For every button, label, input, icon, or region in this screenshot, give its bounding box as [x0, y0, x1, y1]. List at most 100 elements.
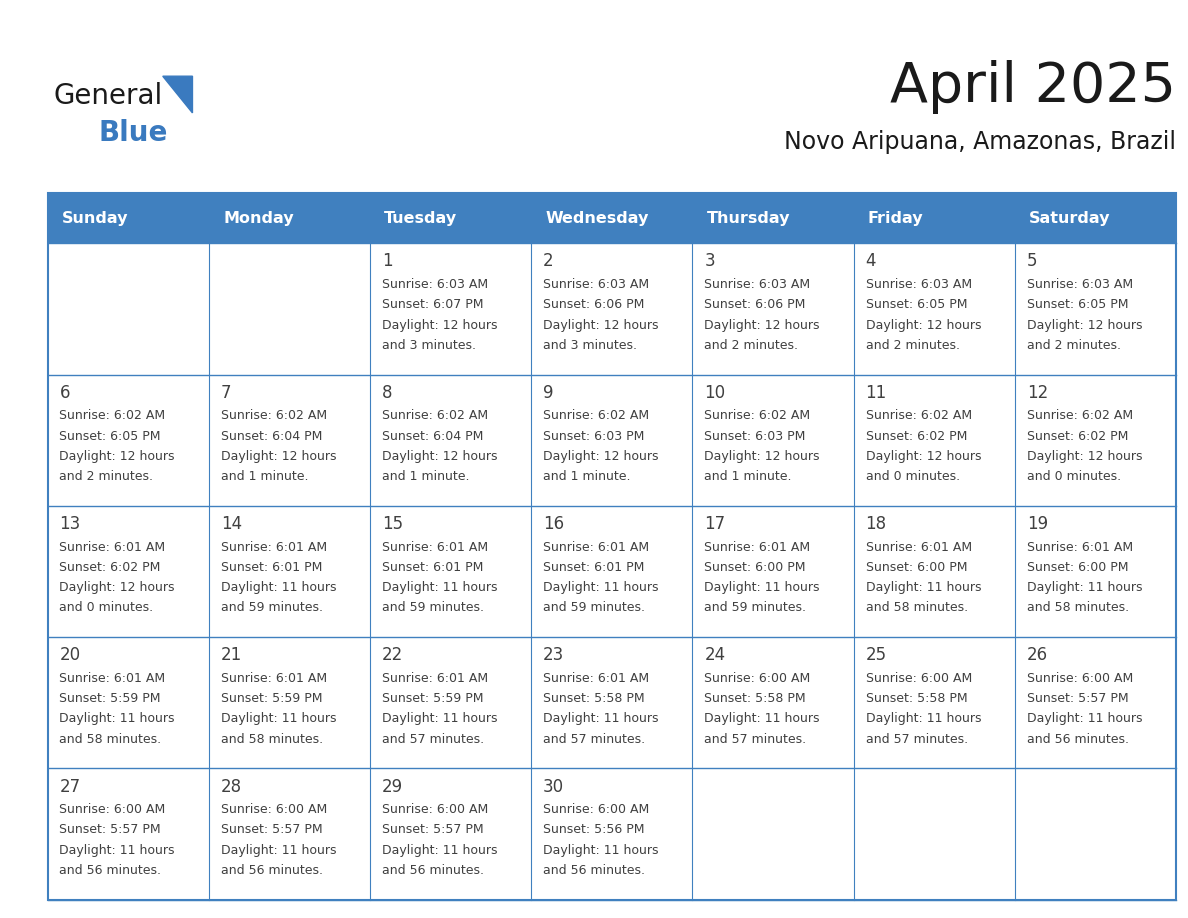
Text: General: General: [53, 83, 163, 110]
Text: and 56 minutes.: and 56 minutes.: [59, 864, 162, 877]
Text: Sunset: 6:03 PM: Sunset: 6:03 PM: [543, 430, 644, 442]
Text: Sunrise: 6:03 AM: Sunrise: 6:03 AM: [381, 278, 488, 291]
Text: 13: 13: [59, 515, 81, 533]
Text: 21: 21: [221, 646, 242, 665]
Text: Sunrise: 6:02 AM: Sunrise: 6:02 AM: [543, 409, 649, 422]
Text: and 59 minutes.: and 59 minutes.: [381, 601, 484, 614]
Text: 19: 19: [1026, 515, 1048, 533]
Text: Sunrise: 6:01 AM: Sunrise: 6:01 AM: [221, 672, 327, 685]
Text: Sunrise: 6:02 AM: Sunrise: 6:02 AM: [221, 409, 327, 422]
Text: and 58 minutes.: and 58 minutes.: [866, 601, 968, 614]
Text: Sunrise: 6:00 AM: Sunrise: 6:00 AM: [866, 672, 972, 685]
Text: Daylight: 12 hours: Daylight: 12 hours: [1026, 450, 1143, 463]
Text: 15: 15: [381, 515, 403, 533]
Text: Sunrise: 6:01 AM: Sunrise: 6:01 AM: [704, 541, 810, 554]
Text: Sunset: 6:01 PM: Sunset: 6:01 PM: [381, 561, 484, 574]
Text: Daylight: 11 hours: Daylight: 11 hours: [221, 581, 336, 594]
Text: Sunrise: 6:01 AM: Sunrise: 6:01 AM: [866, 541, 972, 554]
Text: Daylight: 11 hours: Daylight: 11 hours: [1026, 712, 1143, 725]
Text: and 59 minutes.: and 59 minutes.: [221, 601, 323, 614]
Text: Daylight: 12 hours: Daylight: 12 hours: [543, 450, 658, 463]
Text: 17: 17: [704, 515, 726, 533]
Text: Sunset: 5:58 PM: Sunset: 5:58 PM: [704, 692, 805, 705]
Text: Sunset: 6:05 PM: Sunset: 6:05 PM: [59, 430, 160, 442]
Text: Sunrise: 6:01 AM: Sunrise: 6:01 AM: [381, 541, 488, 554]
Text: Sunrise: 6:02 AM: Sunrise: 6:02 AM: [1026, 409, 1133, 422]
Text: Sunrise: 6:00 AM: Sunrise: 6:00 AM: [221, 803, 327, 816]
Text: Daylight: 11 hours: Daylight: 11 hours: [381, 581, 498, 594]
Text: 12: 12: [1026, 384, 1048, 402]
Text: Daylight: 12 hours: Daylight: 12 hours: [221, 450, 336, 463]
Text: Sunset: 6:05 PM: Sunset: 6:05 PM: [866, 298, 967, 311]
Text: Sunset: 6:06 PM: Sunset: 6:06 PM: [543, 298, 644, 311]
Text: and 2 minutes.: and 2 minutes.: [1026, 339, 1120, 352]
Text: and 56 minutes.: and 56 minutes.: [543, 864, 645, 877]
Text: Sunrise: 6:00 AM: Sunrise: 6:00 AM: [381, 803, 488, 816]
Text: 10: 10: [704, 384, 726, 402]
Text: Daylight: 11 hours: Daylight: 11 hours: [221, 844, 336, 856]
Text: Daylight: 12 hours: Daylight: 12 hours: [381, 319, 498, 331]
Text: Daylight: 11 hours: Daylight: 11 hours: [704, 712, 820, 725]
Text: 4: 4: [866, 252, 876, 271]
Text: Sunset: 6:01 PM: Sunset: 6:01 PM: [543, 561, 644, 574]
Text: 24: 24: [704, 646, 726, 665]
Text: and 2 minutes.: and 2 minutes.: [866, 339, 960, 352]
Text: Sunset: 5:57 PM: Sunset: 5:57 PM: [1026, 692, 1129, 705]
Text: 9: 9: [543, 384, 554, 402]
Text: Sunrise: 6:02 AM: Sunrise: 6:02 AM: [381, 409, 488, 422]
Text: 1: 1: [381, 252, 392, 271]
Text: and 3 minutes.: and 3 minutes.: [543, 339, 637, 352]
Text: and 57 minutes.: and 57 minutes.: [866, 733, 968, 745]
Text: Sunrise: 6:03 AM: Sunrise: 6:03 AM: [866, 278, 972, 291]
Text: Sunset: 5:59 PM: Sunset: 5:59 PM: [59, 692, 160, 705]
Text: and 2 minutes.: and 2 minutes.: [704, 339, 798, 352]
Text: Sunset: 6:03 PM: Sunset: 6:03 PM: [704, 430, 805, 442]
Text: Sunset: 5:57 PM: Sunset: 5:57 PM: [381, 823, 484, 836]
Text: Daylight: 11 hours: Daylight: 11 hours: [866, 581, 981, 594]
Text: Daylight: 12 hours: Daylight: 12 hours: [866, 450, 981, 463]
Text: and 56 minutes.: and 56 minutes.: [381, 864, 484, 877]
Text: Saturday: Saturday: [1029, 210, 1111, 226]
Text: and 0 minutes.: and 0 minutes.: [1026, 470, 1121, 483]
Text: and 58 minutes.: and 58 minutes.: [221, 733, 323, 745]
Bar: [48, 193, 1176, 900]
Text: Sunset: 6:07 PM: Sunset: 6:07 PM: [381, 298, 484, 311]
Text: Sunrise: 6:00 AM: Sunrise: 6:00 AM: [1026, 672, 1133, 685]
Text: Sunrise: 6:03 AM: Sunrise: 6:03 AM: [704, 278, 810, 291]
Text: 6: 6: [59, 384, 70, 402]
Text: Sunday: Sunday: [62, 210, 128, 226]
Text: Sunset: 5:56 PM: Sunset: 5:56 PM: [543, 823, 645, 836]
Text: Sunset: 6:05 PM: Sunset: 6:05 PM: [1026, 298, 1129, 311]
Text: and 57 minutes.: and 57 minutes.: [704, 733, 807, 745]
Text: Sunset: 5:59 PM: Sunset: 5:59 PM: [221, 692, 322, 705]
Text: and 59 minutes.: and 59 minutes.: [704, 601, 807, 614]
Text: 3: 3: [704, 252, 715, 271]
Text: and 1 minute.: and 1 minute.: [704, 470, 792, 483]
Text: Daylight: 11 hours: Daylight: 11 hours: [59, 844, 175, 856]
Text: Daylight: 11 hours: Daylight: 11 hours: [221, 712, 336, 725]
Text: 7: 7: [221, 384, 232, 402]
Text: 8: 8: [381, 384, 392, 402]
Text: Wednesday: Wednesday: [545, 210, 649, 226]
Text: Sunrise: 6:01 AM: Sunrise: 6:01 AM: [221, 541, 327, 554]
Text: April 2025: April 2025: [890, 61, 1176, 114]
Text: Sunset: 6:00 PM: Sunset: 6:00 PM: [704, 561, 805, 574]
Text: Daylight: 12 hours: Daylight: 12 hours: [1026, 319, 1143, 331]
Text: Daylight: 11 hours: Daylight: 11 hours: [543, 581, 658, 594]
Text: Daylight: 11 hours: Daylight: 11 hours: [381, 844, 498, 856]
Text: Daylight: 11 hours: Daylight: 11 hours: [704, 581, 820, 594]
Text: Sunset: 5:57 PM: Sunset: 5:57 PM: [221, 823, 322, 836]
Text: Sunset: 5:57 PM: Sunset: 5:57 PM: [59, 823, 162, 836]
Text: 18: 18: [866, 515, 886, 533]
Text: Daylight: 11 hours: Daylight: 11 hours: [1026, 581, 1143, 594]
Text: and 59 minutes.: and 59 minutes.: [543, 601, 645, 614]
Text: and 57 minutes.: and 57 minutes.: [543, 733, 645, 745]
Text: 16: 16: [543, 515, 564, 533]
Text: Sunset: 6:00 PM: Sunset: 6:00 PM: [866, 561, 967, 574]
Text: Sunset: 5:59 PM: Sunset: 5:59 PM: [381, 692, 484, 705]
Text: Sunrise: 6:01 AM: Sunrise: 6:01 AM: [1026, 541, 1133, 554]
Polygon shape: [163, 76, 192, 113]
Text: Friday: Friday: [868, 210, 923, 226]
Text: Sunset: 5:58 PM: Sunset: 5:58 PM: [866, 692, 967, 705]
Text: 11: 11: [866, 384, 886, 402]
